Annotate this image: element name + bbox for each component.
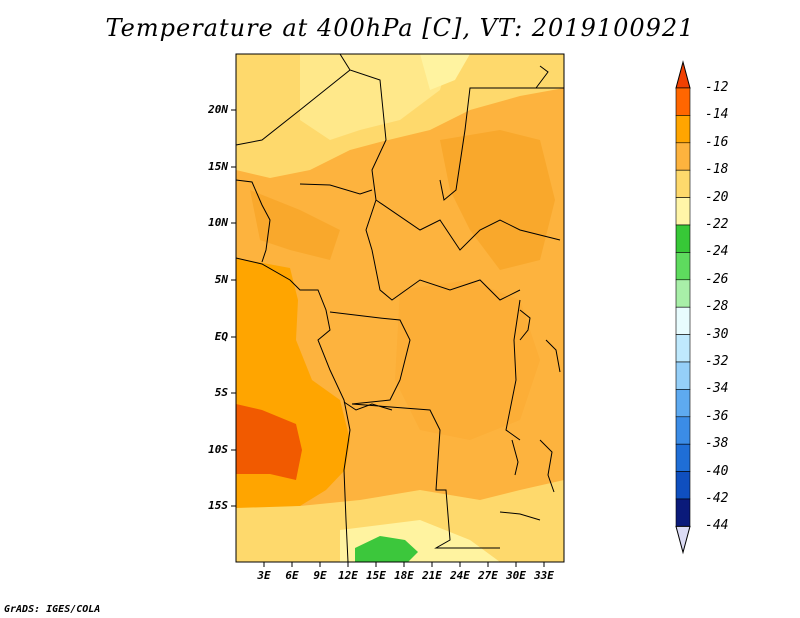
colorbar-label: -30 (705, 326, 729, 342)
lat-label: 10N (208, 216, 228, 229)
ocean-hot-region (236, 404, 302, 480)
colorbar-label: -18 (705, 162, 729, 178)
colorbar-bottom-arrow (675, 525, 691, 555)
map-panel (231, 53, 565, 567)
north-coolest-region (420, 54, 470, 90)
lat-label: 5S (214, 386, 228, 399)
colorbar-label: -16 (705, 134, 729, 150)
colorbar-label: -36 (705, 408, 729, 424)
colorbar-swatch (675, 306, 691, 335)
central-patch-1 (250, 190, 340, 260)
green-cold-patch (355, 536, 418, 562)
lat-label: 10S (208, 443, 228, 456)
chart-title: Temperature at 400hPa [C], VT: 201910092… (105, 14, 695, 42)
colorbar-top-arrow (675, 60, 691, 89)
colorbar-label: -22 (705, 217, 729, 232)
colorbar-swatch (675, 279, 691, 308)
lon-label: 15E (366, 569, 386, 582)
colorbar-label: -38 (705, 436, 729, 452)
colorbar-label: -44 (705, 518, 729, 534)
colorbar-swatch (675, 115, 691, 144)
colorbar-swatch (675, 498, 691, 527)
lon-label: 33E (534, 569, 554, 582)
lon-label: 6E (285, 569, 299, 582)
colorbar-label: -40 (705, 463, 729, 479)
lat-label: 15N (208, 160, 228, 173)
lon-label: 21E (422, 569, 442, 582)
sudan-patch (440, 130, 555, 270)
lat-label: 15S (208, 499, 228, 512)
lon-label: 12E (338, 569, 358, 582)
lon-label: 30E (506, 569, 526, 582)
colorbar-swatch (675, 169, 691, 198)
colorbar-label: -32 (705, 354, 729, 369)
lat-label: 20N (208, 103, 228, 116)
colorbar-swatch (675, 334, 691, 363)
congo-patch (395, 280, 540, 440)
colorbar-label: -20 (705, 189, 729, 205)
colorbar (675, 60, 691, 555)
axis-ticks (231, 109, 545, 567)
colorbar-label: -34 (705, 381, 729, 397)
credit-label: GrADS: IGES/COLA (4, 604, 101, 615)
map-frame (235, 53, 565, 563)
colorbar-swatch (675, 361, 691, 390)
lon-label: 3E (257, 569, 271, 582)
north-cooler-region (300, 54, 450, 140)
colorbar-swatch (675, 416, 691, 445)
lon-label: 9E (313, 569, 327, 582)
lat-label: 5N (214, 273, 228, 286)
colorbar-swatch (675, 443, 691, 472)
lon-label: 27E (478, 569, 498, 582)
south-cool-region (236, 480, 564, 562)
colorbar-swatch (675, 197, 691, 226)
colorbar-label: -24 (705, 244, 729, 260)
lon-label: 24E (450, 569, 470, 582)
colorbar-swatch (675, 471, 691, 500)
colorbar-swatch (675, 87, 691, 116)
colorbar-swatch (675, 252, 691, 281)
colorbar-swatch (675, 142, 691, 171)
colorbar-label: -42 (705, 491, 729, 506)
colorbar-label: -12 (705, 80, 729, 95)
lat-label: EQ (214, 330, 228, 343)
colorbar-label: -26 (705, 271, 729, 287)
country-borders (235, 53, 564, 563)
colorbar-label: -28 (705, 299, 729, 315)
colorbar-label: -14 (705, 107, 729, 123)
lon-label: 18E (394, 569, 414, 582)
colorbar-swatch (675, 224, 691, 253)
colorbar-swatch (675, 389, 691, 418)
